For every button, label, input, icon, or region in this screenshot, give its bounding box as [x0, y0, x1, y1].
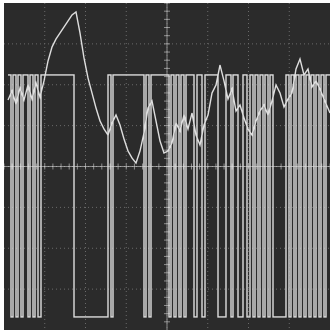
oscilloscope-screen — [4, 3, 330, 330]
channel-1-analog-trace — [7, 10, 330, 165]
channel-2-digital-trace — [8, 74, 330, 318]
waveform-display — [4, 3, 330, 330]
center-axes — [4, 3, 330, 330]
